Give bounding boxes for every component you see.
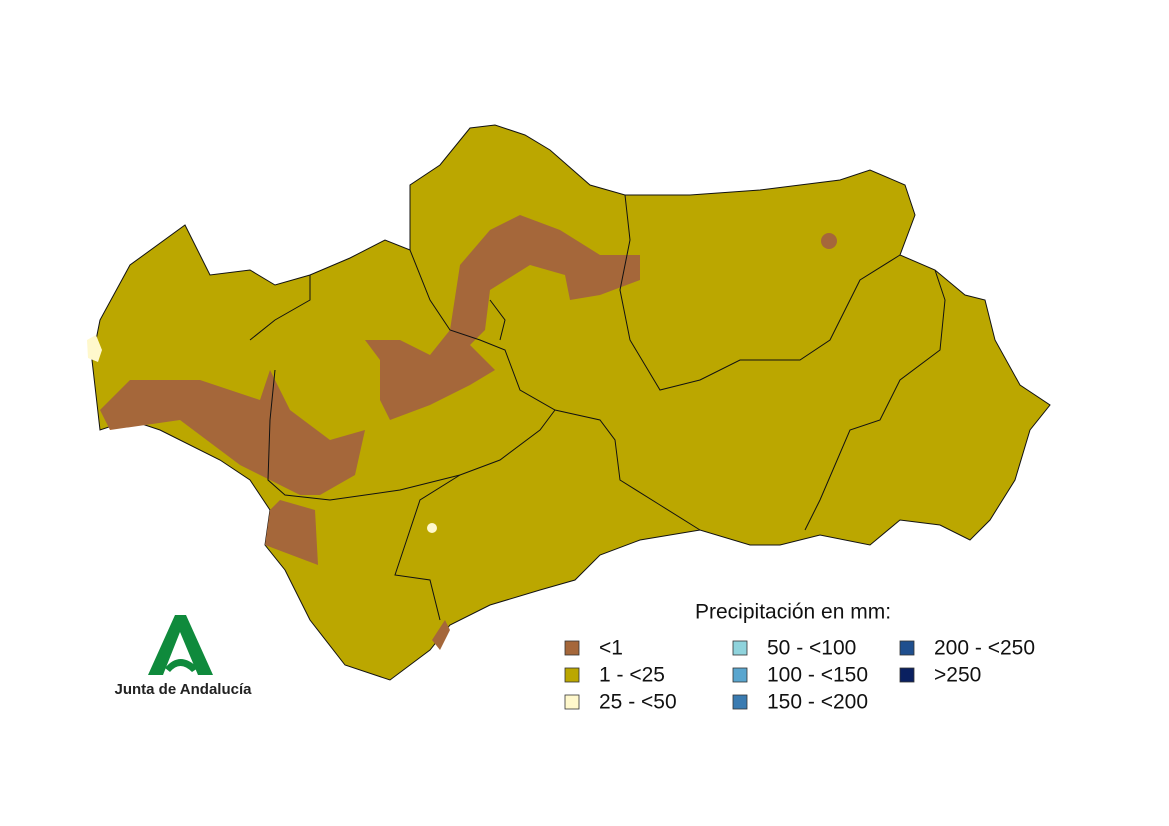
province-border	[249, 275, 311, 341]
wet-zone	[87, 335, 102, 362]
legend-swatch	[899, 667, 915, 683]
dry-zone	[265, 500, 318, 565]
province-border	[804, 269, 946, 531]
logo: Junta de Andalucía	[115, 615, 253, 698]
dry-zone	[432, 620, 450, 650]
region-outline	[91, 124, 1051, 681]
legend: Precipitación en mm: <1 1 - <25 25 - <50 50…	[564, 601, 1035, 714]
province-border	[394, 474, 461, 621]
legend-label: 150 - <200	[767, 691, 868, 714]
legend-label: 1 - <25	[599, 664, 665, 687]
legend-swatch	[564, 640, 580, 656]
legend-swatch	[564, 667, 580, 683]
legend-swatch	[732, 640, 748, 656]
dry-zone	[365, 215, 640, 420]
dry-zone	[821, 233, 837, 249]
legend-swatch	[899, 640, 915, 656]
legend-label: <1	[599, 637, 623, 660]
legend-label: 100 - <150	[767, 664, 868, 687]
logo-mark	[148, 615, 213, 675]
legend-swatch	[732, 667, 748, 683]
andalusia-map	[87, 124, 1051, 681]
legend-title: Precipitación en mm:	[695, 601, 891, 624]
logo-mark	[165, 659, 198, 672]
legend-label: 200 - <250	[934, 637, 1035, 660]
wet-zone	[427, 523, 437, 533]
legend-swatch	[564, 694, 580, 710]
province-border	[267, 369, 556, 501]
legend-label: >250	[934, 664, 981, 687]
legend-swatch	[732, 694, 748, 710]
province-border	[619, 194, 901, 391]
logo-text: Junta de Andalucía	[115, 681, 253, 698]
legend-label: 50 - <100	[767, 637, 856, 660]
province-border	[489, 299, 506, 341]
legend-label: 25 - <50	[599, 691, 677, 714]
dry-zone	[100, 370, 365, 495]
province-border	[409, 249, 701, 531]
